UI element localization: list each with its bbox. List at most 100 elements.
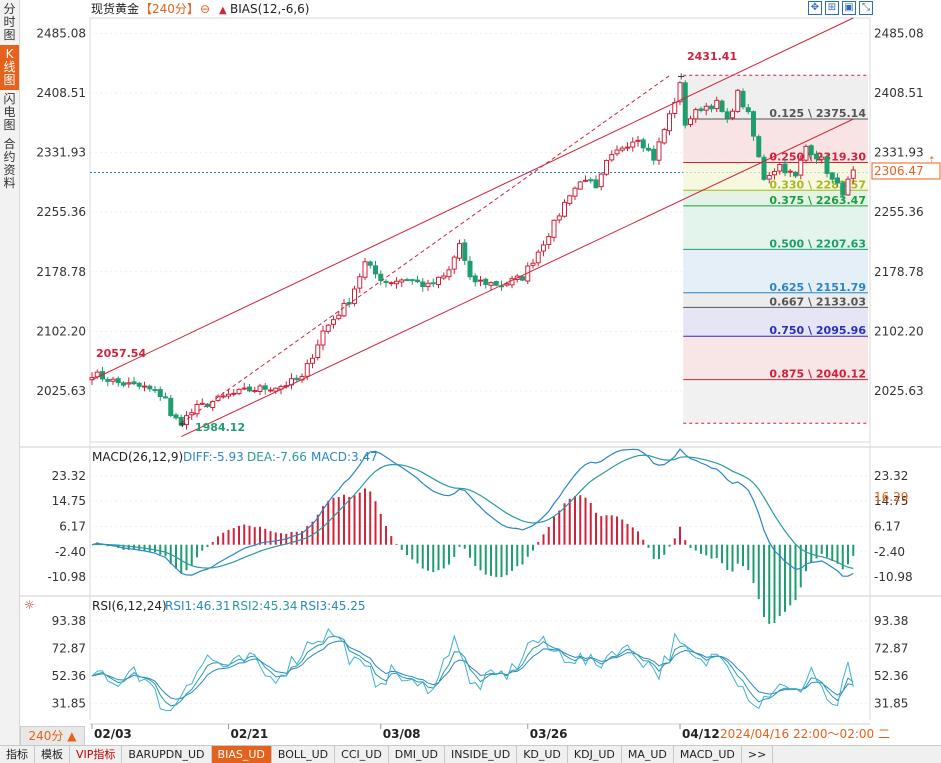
footer-tab-barupdn[interactable]: BARUPDN_UD [122,746,212,763]
candle-body [157,389,163,398]
rsi-title[interactable]: RSI(6,12,24) [92,599,167,613]
macd-value: MACD:3.47 [311,450,378,464]
candle-body [682,82,688,126]
settings-icon[interactable]: ⊖ [200,2,210,16]
fit-icon[interactable]: ▣ [842,1,856,15]
tab-kline[interactable]: K线图 [0,45,19,90]
rsi1: RSI1:46.31 [165,599,231,613]
footer-tab-dmi[interactable]: DMI_UD [389,746,446,763]
footer-tab-templates[interactable]: 模板 [35,746,70,763]
zoom-icon[interactable]: ⤡ [859,1,873,15]
tab-contract-info[interactable]: 合约资料 [3,137,16,190]
candle-body [793,171,798,177]
chart-toolbar: ✥ ⊞ ▣ ⤡ [808,1,873,15]
channel-dashed-line [180,75,670,424]
crosshair-icon[interactable]: ⊞ [825,1,839,15]
candle-body [688,118,693,126]
footer-tab-inside[interactable]: INSIDE_UD [445,746,518,763]
candle-body [551,219,557,238]
candle-body [782,163,788,174]
candle-body [656,141,662,161]
footer-tab-ma[interactable]: MA_UD [622,746,674,763]
candle-body [651,148,657,161]
candle-body [121,382,126,386]
candle-body [205,403,210,408]
chart-canvas[interactable]: 2485.08 2485.08 2408.51 2408.51 2331.93 2331.… [0,0,941,745]
candle-body [724,111,730,119]
fib-zone-band [683,190,868,206]
macd-title[interactable]: MACD(26,12,9) [92,450,183,464]
candle-body [751,111,756,137]
macd-tick-left: 6.17 [59,519,86,533]
fib-level-label: 0.375 \ 2263.47 [769,194,866,207]
candle-body [152,389,158,392]
candle-body [352,288,357,304]
candle-body [247,386,252,392]
candle-body [336,314,342,320]
high-marker-icon: + [677,71,685,82]
footer-tab-more[interactable]: >> [742,746,774,763]
candle-body [835,177,840,184]
candle-body [236,388,242,395]
candle-body [404,279,410,282]
candle-body [646,147,651,151]
candle-body [378,273,384,281]
footer-tab-macd[interactable]: MACD_UD [674,746,742,763]
candle-body [325,324,331,332]
price-tick-left: 2178.78 [36,265,86,279]
candle-body [609,154,615,161]
candle-body [115,378,121,384]
high-annotation: 2431.41 [687,50,737,63]
candle-body [273,387,279,392]
candle-body [530,262,536,266]
candle-body [199,402,205,405]
candle-body [310,357,315,364]
footer-tab-bias[interactable]: BIAS_UD [211,746,272,763]
candle-body [808,145,814,156]
price-tick-right: 2255.36 [874,205,924,219]
sun-icon[interactable]: ☼ [24,598,35,612]
candle-body [604,159,609,175]
candle-body [142,385,147,388]
macd-tick-right: 14.75 [874,494,908,508]
period-label[interactable]: 【240分】 [140,2,199,16]
footer-tab-indicators[interactable]: 指标 [0,746,35,763]
candle-body [425,282,431,287]
tab-flash[interactable]: 闪电图 [3,92,16,132]
indicator-marker-icon: ▲ [219,5,227,16]
macd-dea: DEA:-7.66 [247,450,307,464]
candle-body [441,275,447,279]
footer-tab-vip[interactable]: VIP指标 [70,746,123,763]
macd-tick-left: 14.75 [52,494,86,508]
candle-body [845,178,851,196]
rsi-tick-left: 93.38 [52,614,86,628]
fib-level-label: 0.125 \ 2375.14 [769,107,866,120]
fib-level-label: 0.625 \ 2151.79 [769,281,866,294]
rsi-tick-left: 52.36 [52,669,86,683]
price-tick-left: 2102.20 [36,324,86,338]
fib-level-label: 0.667 \ 2133.03 [769,295,866,308]
candle-body [362,261,368,278]
period-button[interactable]: 240分 ▲ [20,726,85,746]
rsi3-line [91,640,854,700]
macd-current: 16.29 [874,490,908,504]
footer-tab-kd[interactable]: KD_UD [517,746,568,763]
price-tick-right: 2331.93 [874,146,924,160]
candle-body [625,146,630,149]
candle-body [546,236,552,246]
footer-tab-cci[interactable]: CCI_UD [335,746,389,763]
main-indicator-label[interactable]: BIAS(12,-6,6) [230,2,309,16]
rsi-tick-left: 72.87 [52,641,86,655]
candle-body [451,256,457,270]
candle-body [373,265,378,275]
candle-body [772,170,777,176]
price-tick-right: 2102.20 [874,324,924,338]
move-icon[interactable]: ✥ [808,1,822,15]
macd-tick-right: 6.17 [874,519,901,533]
footer-tab-boll[interactable]: BOLL_UD [272,746,336,763]
tab-time-share[interactable]: 分时图 [3,2,16,42]
footer-tab-kdj[interactable]: KDJ_UD [568,746,622,763]
candle-body [803,145,809,161]
candle-body [777,164,783,172]
fib-level-label: 0.330 \ 2283.57 [769,178,866,191]
